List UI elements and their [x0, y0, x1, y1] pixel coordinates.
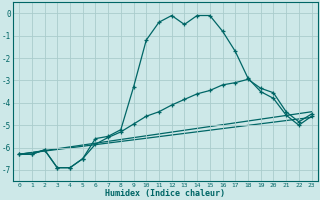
X-axis label: Humidex (Indice chaleur): Humidex (Indice chaleur) [105, 189, 225, 198]
